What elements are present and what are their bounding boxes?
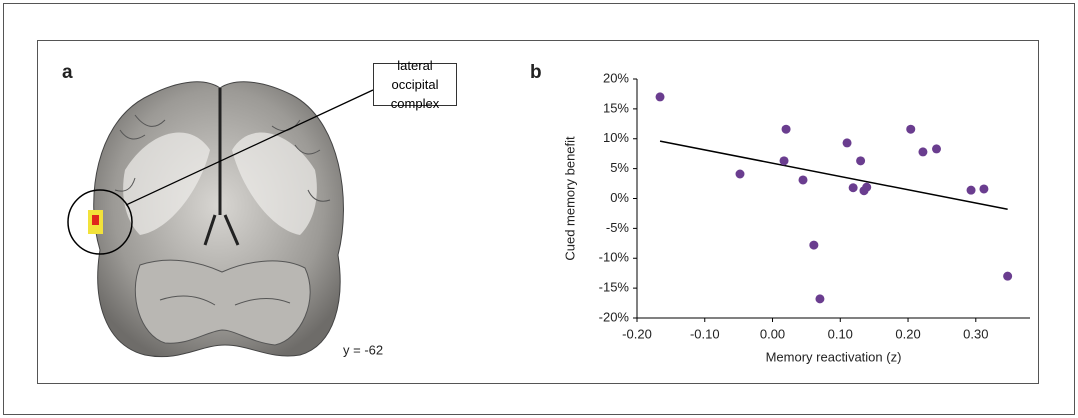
brain-image bbox=[68, 82, 373, 357]
point bbox=[1003, 272, 1012, 281]
point bbox=[799, 175, 808, 184]
panel-label: a bbox=[62, 62, 73, 83]
y-tick-label: -10% bbox=[599, 250, 630, 265]
point bbox=[932, 144, 941, 153]
callout-box: lateral occipital complex bbox=[373, 63, 457, 106]
x-tick-label: -0.10 bbox=[690, 326, 720, 341]
point bbox=[780, 156, 789, 165]
x-tick-label: 0.20 bbox=[895, 326, 920, 341]
x-axis-label: Memory reactivation (z) bbox=[766, 349, 902, 364]
point bbox=[862, 183, 871, 192]
x-tick-label: 0.10 bbox=[828, 326, 853, 341]
point bbox=[656, 92, 665, 101]
figure: a y = -62 b -20% -15% -10% -5% 0% 5% 10% 15% 20%… bbox=[0, 0, 1078, 418]
x-tick-label: -0.20 bbox=[622, 326, 652, 341]
point bbox=[856, 156, 865, 165]
point bbox=[809, 241, 818, 250]
chart: a y = -62 b -20% -15% -10% -5% 0% 5% 10% 15% 20%… bbox=[0, 0, 1078, 418]
trend-line bbox=[660, 141, 1008, 209]
y-tick-label: 5% bbox=[610, 160, 629, 175]
point bbox=[843, 138, 852, 147]
coordinate-label: y = -62 bbox=[343, 342, 383, 357]
point bbox=[815, 294, 824, 303]
panel-label: b bbox=[530, 62, 542, 83]
y-tick-label: -5% bbox=[606, 220, 630, 235]
y-tick-label: -15% bbox=[599, 280, 630, 295]
point bbox=[735, 170, 744, 179]
y-tick-label: 0% bbox=[610, 190, 629, 205]
x-tick-label: 0.00 bbox=[760, 326, 785, 341]
point bbox=[918, 147, 927, 156]
point bbox=[782, 125, 791, 134]
x-tick-label: 0.30 bbox=[963, 326, 988, 341]
point bbox=[906, 125, 915, 134]
point bbox=[967, 186, 976, 195]
point bbox=[849, 183, 858, 192]
y-tick-label: 20% bbox=[603, 70, 629, 85]
y-tick-label: 10% bbox=[603, 130, 629, 145]
y-tick-label: 15% bbox=[603, 100, 629, 115]
y-axis-label: Cued memory benefit bbox=[562, 136, 577, 261]
y-tick-label: -20% bbox=[599, 309, 630, 324]
point bbox=[979, 184, 988, 193]
